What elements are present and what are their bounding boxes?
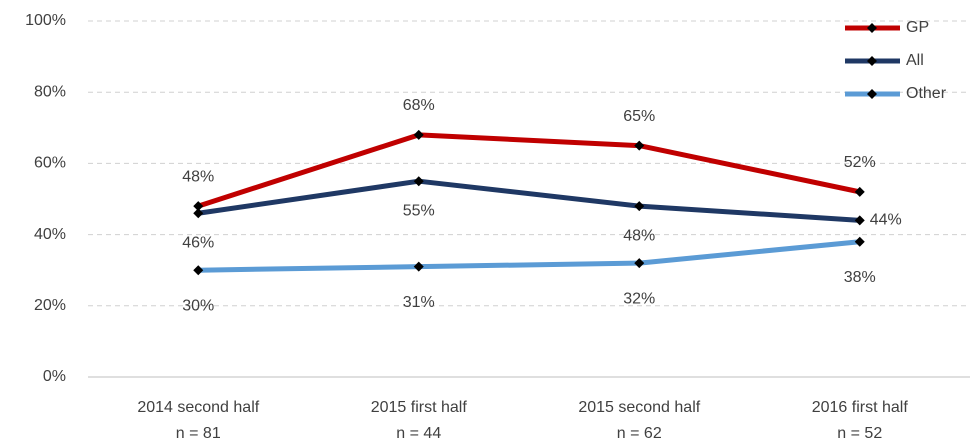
legend-marker (867, 23, 877, 33)
x-tick-sublabel: n = 52 (837, 425, 882, 442)
y-tick-label: 0% (43, 368, 66, 385)
y-tick-label: 40% (34, 226, 66, 243)
data-point (193, 201, 204, 212)
series-line (197, 132, 861, 209)
data-label: 52% (844, 154, 876, 171)
legend-label: Other (906, 85, 947, 102)
x-tick-label: 2015 second half (578, 399, 700, 416)
data-label: 55% (403, 202, 435, 219)
data-point (193, 265, 204, 276)
legend-label: GP (906, 19, 929, 36)
x-tick-label: 2016 first half (812, 399, 909, 416)
data-label: 38% (844, 269, 876, 286)
data-label: 65% (623, 108, 655, 125)
x-tick-label: 2015 first half (371, 399, 468, 416)
series-line (198, 239, 860, 273)
x-tick-sublabel: n = 62 (617, 425, 662, 442)
data-label: 30% (182, 297, 214, 314)
y-tick-label: 80% (34, 83, 66, 100)
legend-label: All (906, 52, 924, 69)
legend-marker (867, 89, 877, 99)
data-point (634, 201, 645, 212)
data-label: 48% (623, 227, 655, 244)
data-point (413, 129, 424, 140)
data-point (854, 236, 865, 247)
x-tick-label: 2014 second half (137, 399, 259, 416)
y-tick-label: 60% (34, 155, 66, 172)
data-point (854, 186, 865, 197)
y-tick-label: 100% (25, 12, 66, 29)
data-label: 46% (182, 234, 214, 251)
data-label: 48% (182, 168, 214, 185)
x-tick-sublabel: n = 44 (396, 425, 441, 442)
data-point (634, 140, 645, 151)
data-point (413, 261, 424, 272)
legend-marker (867, 56, 877, 66)
data-point (634, 258, 645, 269)
data-label: 32% (623, 290, 655, 307)
data-point (413, 176, 424, 187)
data-label: 31% (403, 294, 435, 311)
data-label: 68% (403, 97, 435, 114)
data-label: 44% (870, 212, 902, 229)
data-point (193, 208, 204, 219)
series-line (197, 178, 860, 223)
y-tick-label: 20% (34, 297, 66, 314)
x-tick-sublabel: n = 81 (176, 425, 221, 442)
data-point (854, 215, 865, 226)
